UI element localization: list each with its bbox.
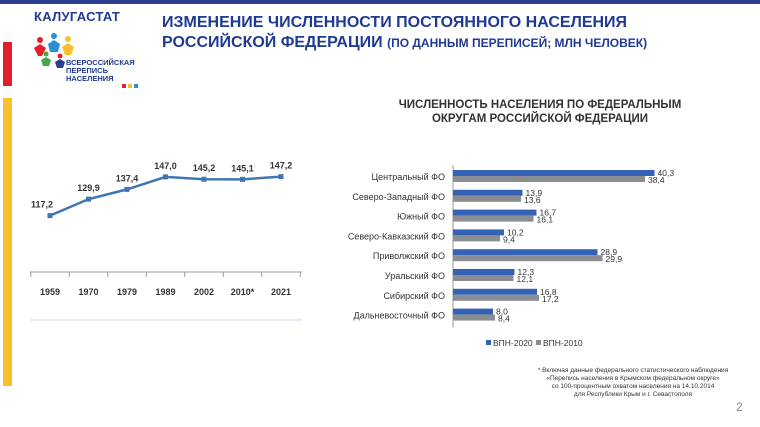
data-label: 145,1 bbox=[231, 163, 254, 173]
x-tick-label: 1970 bbox=[78, 287, 98, 297]
category-label: Сибирский ФО bbox=[383, 291, 445, 301]
census-logo-text: ВСЕРОССИЙСКАЯ ПЕРЕПИСЬ НАСЕЛЕНИЯ bbox=[66, 59, 135, 83]
bar-label-vpn-2020: 10,2 bbox=[507, 227, 524, 237]
data-point bbox=[86, 196, 91, 202]
data-point bbox=[240, 176, 245, 182]
bar-vpn-2020 bbox=[453, 308, 493, 315]
category-label: Дальневосточный ФО bbox=[353, 311, 445, 321]
bar-vpn-2020 bbox=[453, 249, 598, 256]
bar-label-vpn-2010: 13,6 bbox=[524, 195, 541, 205]
bar-label-vpn-2010: 38,4 bbox=[648, 175, 665, 185]
bar-label-vpn-2010: 8,4 bbox=[498, 314, 510, 324]
bar-vpn-2010 bbox=[453, 294, 539, 301]
data-point bbox=[163, 174, 168, 180]
x-tick-label: 1989 bbox=[155, 287, 175, 297]
bar-label-vpn-2020: 16,8 bbox=[540, 287, 557, 297]
category-label: Приволжский ФО bbox=[373, 251, 445, 261]
census-logo bbox=[30, 30, 150, 92]
bar-vpn-2020 bbox=[453, 189, 523, 196]
x-tick-label: 1959 bbox=[40, 287, 60, 297]
bar-vpn-2020 bbox=[453, 288, 537, 295]
page-title: ИЗМЕНЕНИЕ ЧИСЛЕННОСТИ ПОСТОЯННОГО НАСЕЛЕ… bbox=[162, 13, 742, 53]
census-logo-figures-icon bbox=[34, 33, 138, 88]
bar-label-vpn-2010: 29,9 bbox=[606, 254, 623, 264]
data-label: 129,9 bbox=[77, 183, 100, 193]
title-line-2-main: РОССИЙСКОЙ ФЕДЕРАЦИИ bbox=[162, 34, 383, 51]
category-label: Южный ФО bbox=[397, 212, 445, 222]
bar-vpn-2010 bbox=[453, 176, 645, 182]
data-label: 145,2 bbox=[193, 163, 216, 173]
bar-label-vpn-2020: 13,9 bbox=[526, 188, 543, 198]
data-label: 147,0 bbox=[154, 161, 177, 171]
title-subtitle: (ПО ДАННЫМ ПЕРЕПИСЕЙ; МЛН ЧЕЛОВЕК) bbox=[387, 36, 648, 50]
legend-swatch-vpn-2010 bbox=[536, 340, 541, 345]
title-line-1: ИЗМЕНЕНИЕ ЧИСЛЕННОСТИ ПОСТОЯННОГО НАСЕЛЕ… bbox=[162, 14, 628, 31]
yellow-stripe bbox=[3, 98, 12, 386]
logo-line-1: ВСЕРОССИЙСКАЯ bbox=[66, 58, 135, 67]
category-label: Северо-Западный ФО bbox=[352, 192, 445, 202]
red-stripe bbox=[3, 42, 12, 86]
bar-vpn-2010 bbox=[453, 275, 514, 281]
data-label: 137,4 bbox=[116, 173, 139, 183]
bar-label-vpn-2010: 16,1 bbox=[537, 215, 554, 225]
bar-chart-title-line-1: ЧИСЛЕННОСТЬ НАСЕЛЕНИЯ ПО ФЕДЕРАЛЬНЫМ bbox=[398, 99, 682, 111]
agency-name: КАЛУГАСТАТ bbox=[34, 9, 121, 24]
x-tick-label: 1979 bbox=[117, 287, 137, 297]
bar-label-vpn-2010: 9,4 bbox=[503, 234, 515, 244]
data-point bbox=[47, 213, 53, 219]
bar-vpn-2010 bbox=[453, 195, 521, 202]
footnote-line-3: со 100-процентным охватом населения на 1… bbox=[551, 383, 715, 390]
logo-line-2: ПЕРЕПИСЬ bbox=[66, 66, 108, 75]
bar-label-vpn-2020: 8,0 bbox=[496, 307, 508, 317]
category-label: Уральский ФО bbox=[385, 271, 445, 281]
bar-vpn-2010 bbox=[453, 215, 534, 222]
logo-line-3: НАСЕЛЕНИЯ bbox=[66, 74, 114, 83]
bar-vpn-2010 bbox=[453, 235, 500, 242]
category-label: Центральный ФО bbox=[371, 172, 445, 182]
bar-vpn-2020 bbox=[453, 209, 537, 216]
x-tick-label: 2010* bbox=[231, 287, 255, 297]
footnote: * Включая данные федерального статистиче… bbox=[508, 367, 758, 399]
bar-label-vpn-2020: 12,3 bbox=[518, 267, 535, 277]
bar-label-vpn-2020: 28,9 bbox=[601, 247, 618, 257]
data-point bbox=[201, 176, 207, 182]
population-line-chart: 117,2 1959 129,9 1970 137,4 1979 147,0 1989 145,… bbox=[30, 161, 302, 321]
bar-vpn-2020 bbox=[453, 269, 515, 275]
bar-label-vpn-2010: 17,2 bbox=[542, 294, 559, 304]
top-bar bbox=[0, 0, 760, 4]
category-label: Северо-Кавказский ФО bbox=[348, 231, 445, 241]
bar-label-vpn-2020: 16,7 bbox=[540, 208, 557, 218]
bar-label-vpn-2010: 12,1 bbox=[517, 274, 534, 284]
legend-label-vpn-2010: ВПН-2010 bbox=[543, 338, 583, 348]
legend-label-vpn-2020: ВПН-2020 bbox=[493, 338, 533, 348]
footnote-line-4: для Республики Крым и г. Севастополя bbox=[573, 391, 693, 398]
bar-vpn-2010 bbox=[453, 255, 603, 262]
bar-chart-title-line-2: ОКРУГАМ РОССИЙСКОЙ ФЕДЕРАЦИИ bbox=[431, 113, 649, 125]
bar-vpn-2020 bbox=[453, 170, 655, 176]
x-tick-label: 2021 bbox=[271, 287, 291, 297]
bar-vpn-2010 bbox=[453, 314, 495, 321]
bar-label-vpn-2020: 40,3 bbox=[658, 168, 675, 178]
data-label: 147,2 bbox=[270, 161, 293, 171]
x-tick-label: 2002 bbox=[194, 287, 214, 297]
page-number: 2 bbox=[736, 400, 743, 414]
legend-swatch-vpn-2020 bbox=[486, 340, 491, 345]
title-line-2: РОССИЙСКОЙ ФЕДЕРАЦИИ (ПО ДАННЫМ ПЕРЕПИСЕ… bbox=[162, 33, 742, 53]
federal-districts-bar-chart: Центральный ФО 40,338,4 Северо-Западный ФО… bbox=[348, 165, 675, 348]
footnote-line-2: «Перепись населения в Крымском федеральн… bbox=[546, 375, 720, 382]
footnote-line-1: * Включая данные федерального статистиче… bbox=[537, 367, 729, 374]
data-point bbox=[278, 174, 284, 180]
bar-chart-title: ЧИСЛЕННОСТЬ НАСЕЛЕНИЯ ПО ФЕДЕРАЛЬНЫМ ОКР… bbox=[370, 98, 710, 126]
data-point bbox=[124, 186, 130, 192]
bar-vpn-2020 bbox=[453, 229, 504, 236]
data-label: 117,2 bbox=[31, 200, 53, 210]
